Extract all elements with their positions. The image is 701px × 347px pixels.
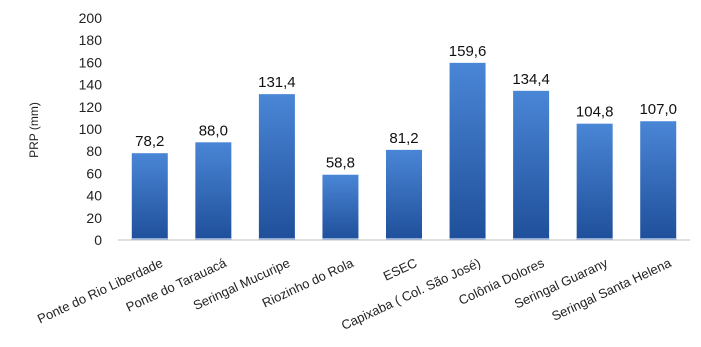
y-tick-label: 0 (94, 232, 102, 248)
y-axis-ticks: 0 20 40 60 80 100 120 140 160 180 200 (79, 10, 103, 248)
data-label: 58,8 (326, 155, 355, 172)
y-tick-label: 100 (79, 121, 103, 137)
bar (577, 124, 613, 240)
bar (322, 175, 358, 240)
x-tick-label: Seringal Santa Helena (549, 255, 674, 324)
data-label: 131,4 (258, 74, 296, 91)
y-tick-label: 180 (79, 32, 103, 48)
y-tick-label: 20 (86, 210, 102, 226)
bar (386, 150, 422, 240)
data-label: 104,8 (576, 104, 614, 121)
bar (450, 63, 486, 240)
data-label: 107,0 (639, 101, 677, 118)
x-tick-label: ESEC (381, 255, 419, 284)
y-tick-label: 120 (79, 99, 103, 115)
y-tick-label: 160 (79, 54, 103, 70)
bar (513, 91, 549, 240)
data-label: 159,6 (449, 43, 487, 60)
y-tick-label: 200 (79, 10, 103, 26)
y-axis-label: PRP (mm) (27, 102, 41, 158)
y-tick-label: 40 (86, 188, 102, 204)
bar (195, 142, 231, 240)
y-tick-label: 60 (86, 165, 102, 181)
bars (132, 63, 676, 240)
bar (640, 121, 676, 240)
bar (132, 153, 168, 240)
data-label: 134,4 (512, 71, 550, 88)
y-tick-label: 140 (79, 77, 103, 93)
y-tick-label: 80 (86, 143, 102, 159)
data-label: 78,2 (135, 133, 164, 150)
data-label: 88,0 (199, 122, 228, 139)
data-label: 81,2 (389, 130, 418, 147)
bar (259, 94, 295, 240)
